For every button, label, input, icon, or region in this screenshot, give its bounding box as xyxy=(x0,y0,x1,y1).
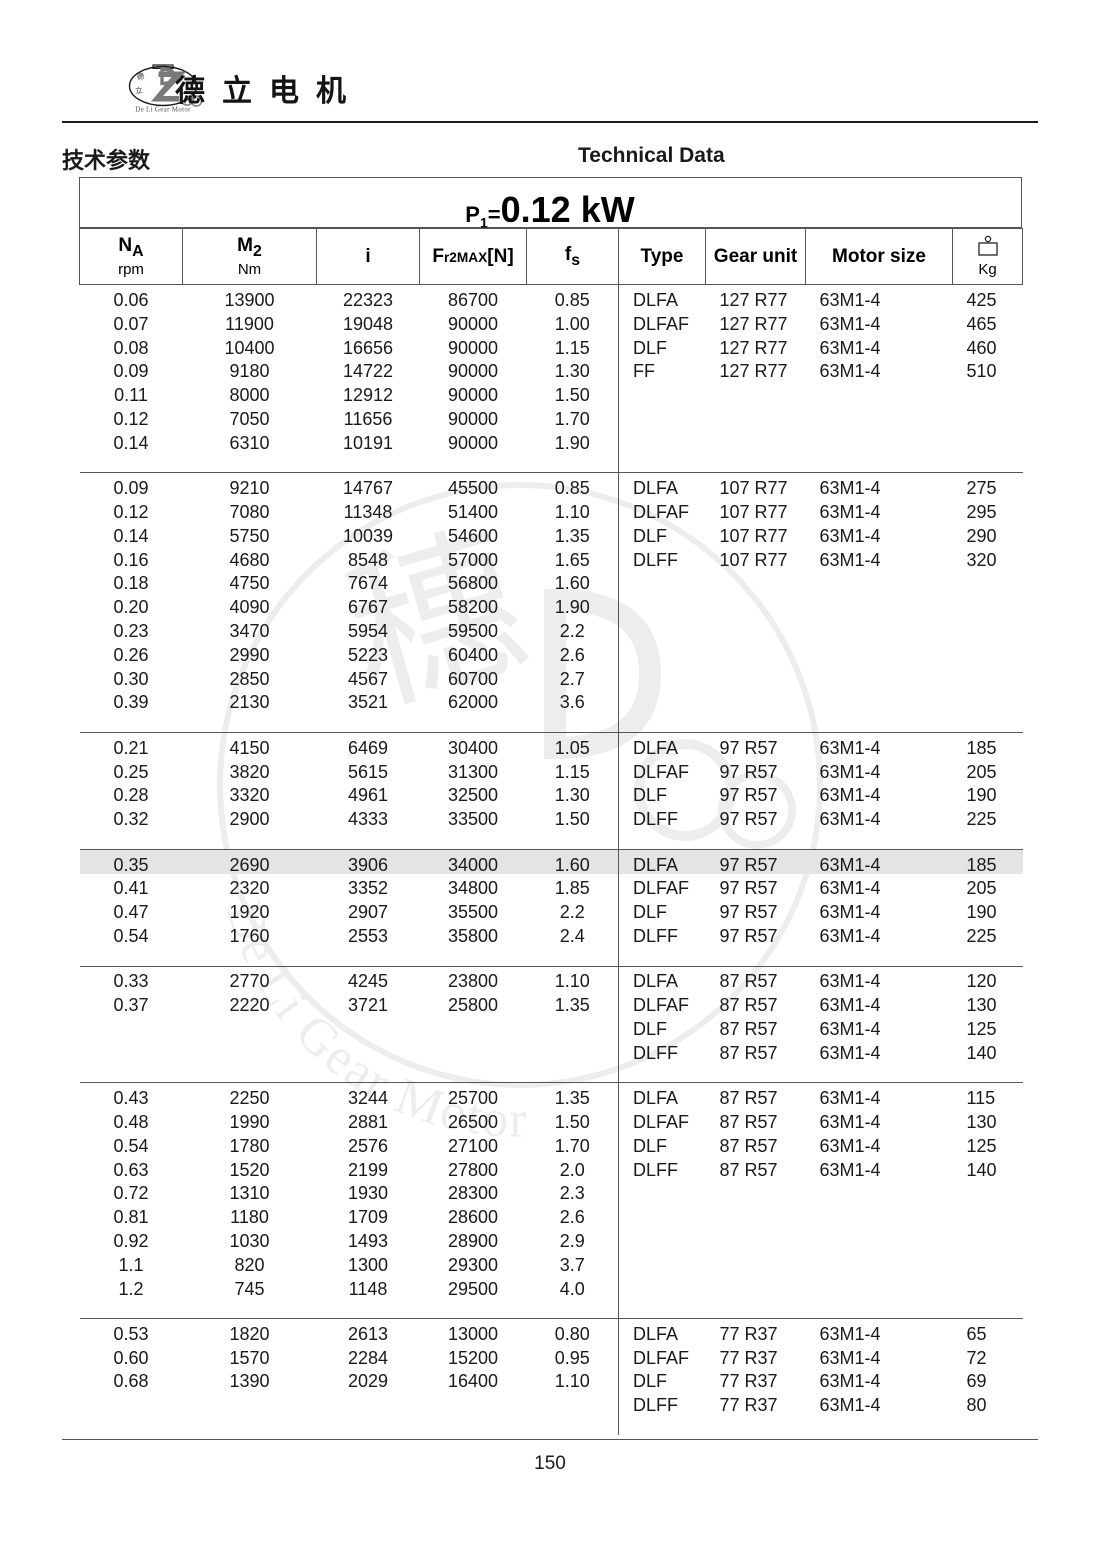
svg-text:德: 德 xyxy=(136,70,146,81)
svg-text:立: 立 xyxy=(135,85,144,96)
